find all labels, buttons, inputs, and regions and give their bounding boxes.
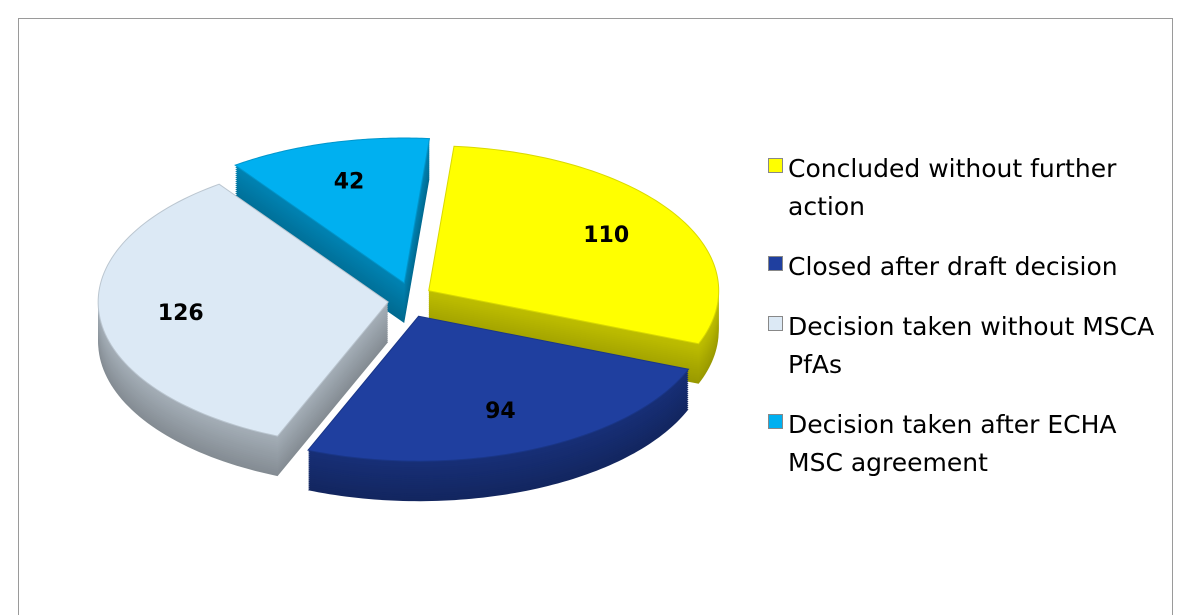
legend-label: Decision taken without MSCA PfAs [788, 312, 1155, 379]
slice-top [307, 315, 690, 462]
legend-swatch [768, 158, 783, 173]
value-label: 94 [485, 399, 516, 424]
pie-slice [97, 183, 389, 477]
pie-slice [307, 315, 690, 502]
legend-swatch [768, 316, 783, 331]
slice-top [234, 137, 431, 284]
legend-swatch [768, 414, 783, 429]
pie-slice [234, 137, 431, 324]
legend-item: Decision taken without MSCA PfAs [768, 308, 1168, 384]
legend-label: Concluded without further action [788, 154, 1117, 221]
legend-item: Decision taken after ECHA MSC agreement [768, 406, 1168, 482]
value-label: 42 [334, 169, 365, 194]
value-label: 110 [583, 223, 629, 248]
slice-top [97, 183, 389, 437]
legend: Concluded without further action Closed a… [768, 150, 1168, 504]
legend-item: Concluded without further action [768, 150, 1168, 226]
value-label: 126 [158, 301, 204, 326]
pie-slice [428, 145, 720, 384]
legend-item: Closed after draft decision [768, 248, 1168, 286]
legend-swatch [768, 256, 783, 271]
legend-label: Closed after draft decision [788, 252, 1118, 281]
legend-label: Decision taken after ECHA MSC agreement [788, 410, 1117, 477]
slice-top [428, 145, 720, 345]
